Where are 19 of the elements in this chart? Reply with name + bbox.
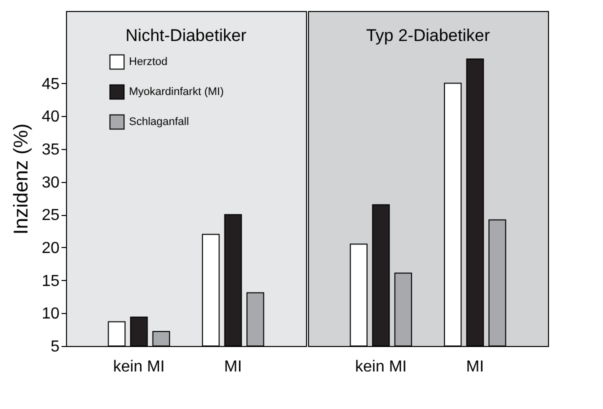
y-tick-label: 25: [42, 207, 60, 224]
x-tick-label: MI: [466, 358, 484, 376]
legend-label: Myokardinfarkt (MI): [129, 86, 224, 98]
y-axis-title: Inzidenz (%): [10, 123, 33, 235]
y-tick-label: 30: [42, 174, 60, 192]
x-tick-label: MI: [224, 358, 242, 376]
x-tick-label: kein MI: [355, 358, 407, 376]
legend-label: Herztod: [129, 56, 168, 68]
x-tick-label: kein MI: [113, 358, 165, 376]
text: Nicht-Diabetiker: [126, 26, 247, 45]
legend-label: Schlaganfall: [129, 116, 189, 128]
y-tick-label: 15: [42, 272, 60, 290]
y-tick-label: 35: [42, 141, 60, 158]
y-tick-label: 10: [42, 306, 60, 323]
y-tick-label: 20: [42, 240, 60, 257]
y-tick-label: 5: [50, 338, 60, 356]
y-tick-label: 45: [42, 76, 60, 93]
y-tick-label: 40: [42, 108, 60, 126]
text: Typ 2-Diabetiker: [366, 26, 490, 45]
